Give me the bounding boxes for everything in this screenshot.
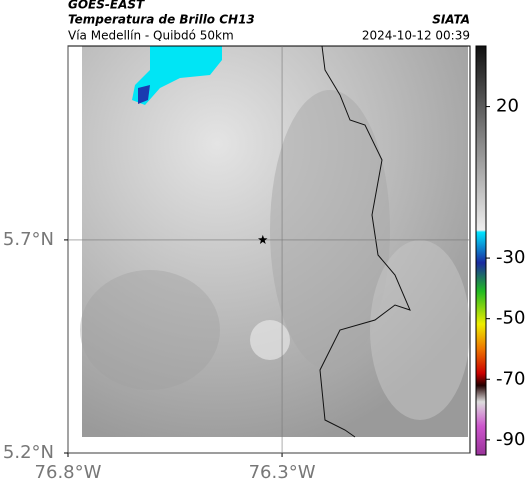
lat-tick-label: 5.2°N bbox=[3, 442, 54, 463]
satellite: GOES-EAST bbox=[68, 0, 145, 12]
colorbar-tick-label: -70 bbox=[496, 368, 525, 389]
lat-tick-label: 5.7°N bbox=[3, 229, 54, 250]
datetime: 2024-10-12 00:39 bbox=[362, 29, 470, 43]
colorbar-tick-label: -90 bbox=[496, 429, 525, 450]
map-image bbox=[68, 46, 470, 453]
lon-tick-label: 76.8°W bbox=[35, 462, 102, 483]
colorbar bbox=[475, 45, 487, 456]
region: Vía Medellín - Quibdó 50km bbox=[68, 29, 234, 43]
lon-tick-label: 76.3°W bbox=[249, 462, 316, 483]
colorbar-tick-label: -50 bbox=[496, 308, 525, 329]
colorbar-tick-label: -30 bbox=[496, 247, 525, 268]
source: SIATA bbox=[432, 13, 470, 27]
location-marker bbox=[258, 234, 268, 244]
colorbar-tick-label: 20 bbox=[496, 96, 519, 117]
product: Temperatura de Brillo CH13 bbox=[68, 13, 255, 27]
